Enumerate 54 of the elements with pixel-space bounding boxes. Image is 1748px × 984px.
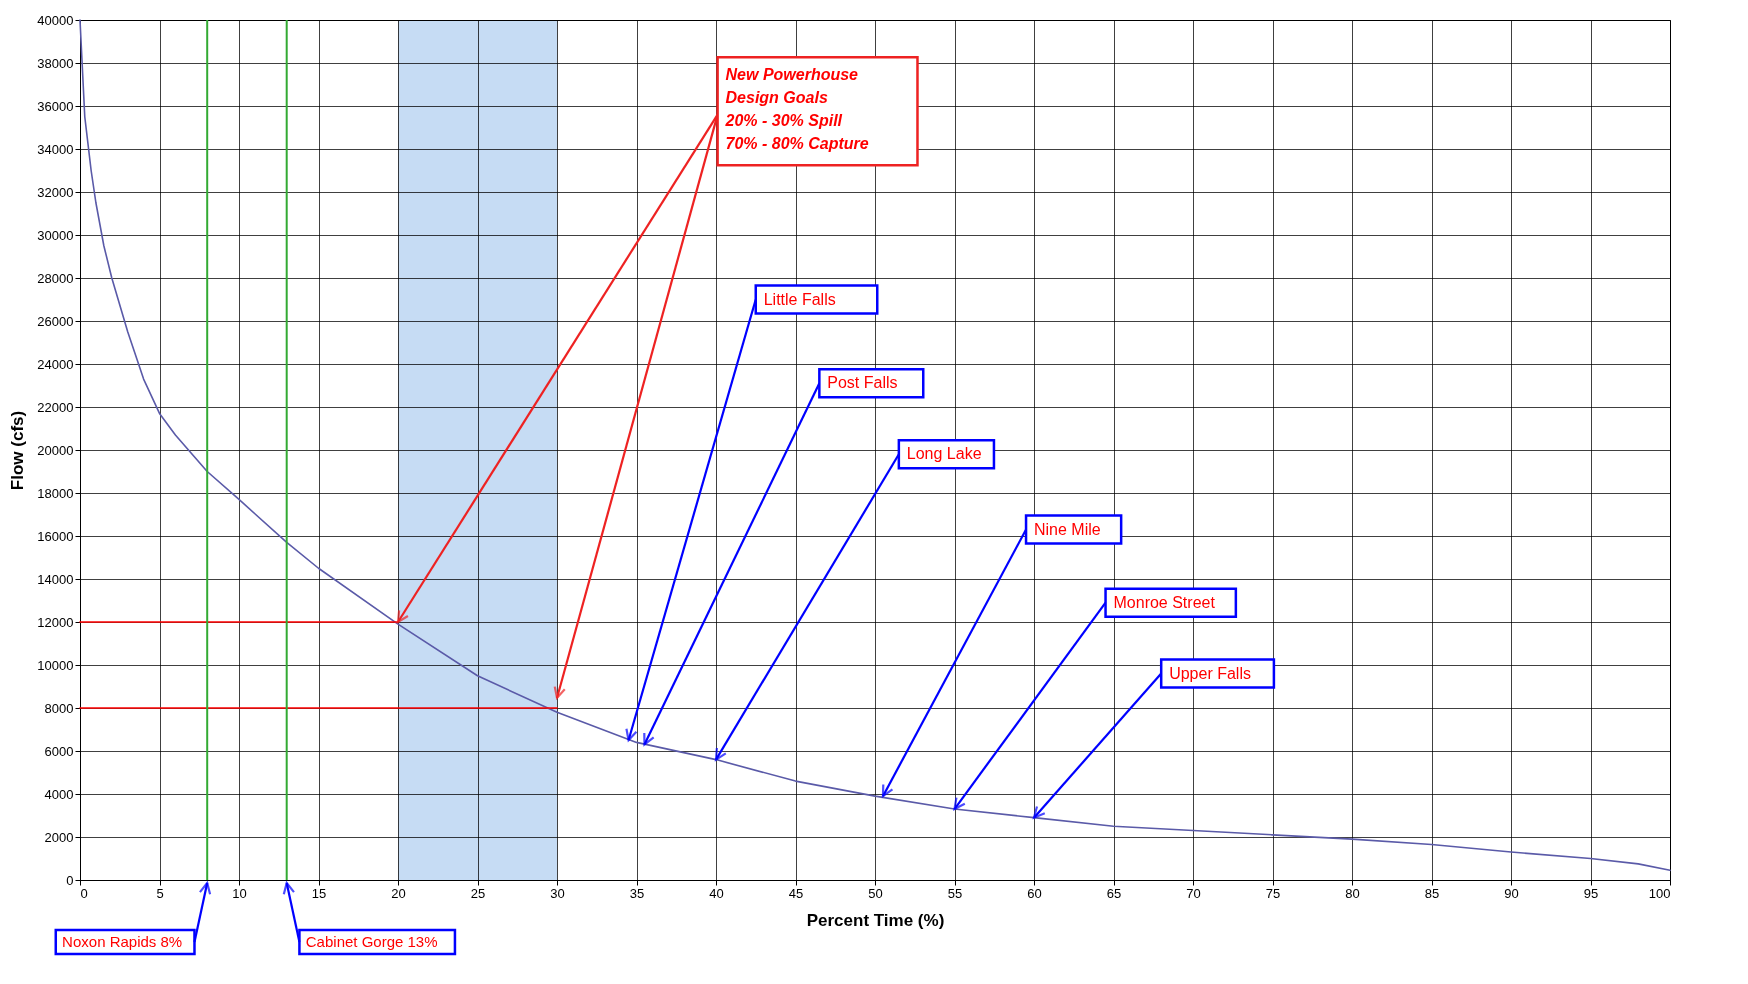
y-tick-label: 18000 bbox=[37, 485, 74, 501]
ref-line-label: Noxon Rapids 8% bbox=[62, 933, 183, 950]
x-tick-label: 25 bbox=[470, 885, 486, 901]
ref-line-label: Cabinet Gorge 13% bbox=[305, 933, 438, 950]
x-tick-label: 30 bbox=[550, 885, 565, 901]
x-tick-label: 50 bbox=[868, 885, 883, 901]
x-axis-title: Percent Time (%) bbox=[806, 910, 945, 930]
y-tick-label: 34000 bbox=[37, 141, 74, 157]
y-tick-label: 10000 bbox=[37, 657, 74, 673]
y-tick-label: 14000 bbox=[37, 571, 74, 587]
y-tick-label: 26000 bbox=[37, 313, 74, 329]
y-tick-label: 30000 bbox=[37, 227, 74, 243]
y-tick-label: 0 bbox=[66, 872, 74, 888]
annotation: Monroe Street bbox=[1113, 593, 1216, 611]
line-series bbox=[79, 19, 1671, 872]
x-tick-label: 80 bbox=[1345, 885, 1360, 901]
x-tick-label: 95 bbox=[1583, 885, 1599, 901]
y-tick-label: 32000 bbox=[37, 184, 74, 200]
y-axis-title: Flow (cfs) bbox=[8, 410, 28, 491]
x-tick-label: 65 bbox=[1106, 885, 1122, 901]
annotation: Nine Mile bbox=[1034, 520, 1101, 538]
x-tick-label: 75 bbox=[1265, 885, 1281, 901]
y-tick-label: 16000 bbox=[37, 528, 74, 544]
y-tick-label: 2000 bbox=[44, 829, 74, 845]
x-tick-label: 20 bbox=[391, 885, 406, 901]
x-tick-label: 35 bbox=[629, 885, 645, 901]
x-tick-label: 0 bbox=[80, 885, 88, 901]
annotation: New Powerhouse Design Goals 20% - 30% Spill 70% - 80% Capture bbox=[724, 66, 869, 153]
y-tick-label: 8000 bbox=[44, 700, 74, 716]
y-tick-label: 24000 bbox=[37, 356, 74, 372]
x-tick-label: 55 bbox=[947, 885, 963, 901]
x-tick-label: 70 bbox=[1186, 885, 1201, 901]
y-tick-label: 20000 bbox=[37, 442, 74, 458]
y-tick-label: 28000 bbox=[37, 270, 74, 286]
x-tick-label: 60 bbox=[1027, 885, 1042, 901]
annotation: Upper Falls bbox=[1169, 664, 1251, 682]
annotation: Little Falls bbox=[763, 290, 836, 308]
x-tick-label: 40 bbox=[709, 885, 724, 901]
y-tick-label: 22000 bbox=[37, 399, 74, 415]
y-tick-label: 6000 bbox=[44, 743, 74, 759]
x-tick-label: 5 bbox=[156, 885, 164, 901]
x-tick-label: 100 bbox=[1648, 885, 1671, 901]
y-tick-label: 40000 bbox=[37, 12, 74, 28]
y-tick-label: 38000 bbox=[37, 55, 74, 71]
x-tick-label: 10 bbox=[232, 885, 247, 901]
y-tick-label: 12000 bbox=[37, 614, 74, 630]
annotation: Long Lake bbox=[906, 445, 982, 463]
x-tick-label: 90 bbox=[1504, 885, 1519, 901]
y-tick-label: 36000 bbox=[37, 98, 74, 114]
y-tick-label: 4000 bbox=[44, 786, 74, 802]
x-tick-label: 85 bbox=[1424, 885, 1440, 901]
x-tick-label: 15 bbox=[311, 885, 327, 901]
x-tick-label: 45 bbox=[788, 885, 804, 901]
annotation: Post Falls bbox=[827, 374, 898, 392]
